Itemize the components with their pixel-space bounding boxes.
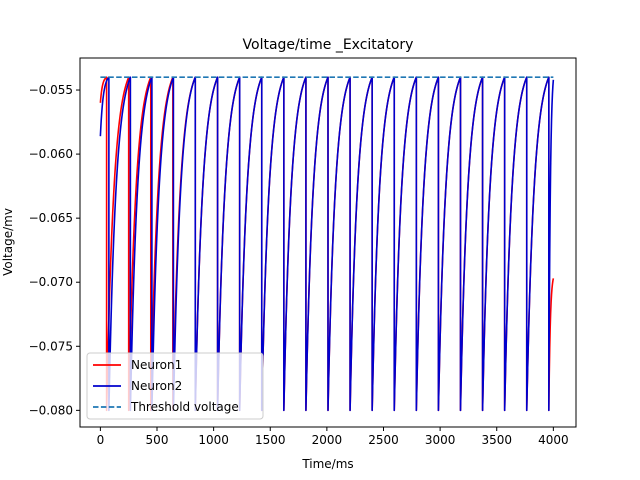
y-tick-label: −0.075 [29, 339, 73, 353]
axes-frame [79, 57, 577, 428]
plot-lines [99, 76, 555, 412]
x-tick-label: 1000 [198, 433, 229, 447]
y-tick-label: −0.060 [29, 147, 73, 161]
x-tick-label: 0 [97, 433, 105, 447]
legend-label-threshold-voltage: Threshold voltage [130, 400, 239, 414]
y-tick-label: −0.070 [29, 275, 73, 289]
x-axis-ticks: 0 500 1000 1500 2000 2500 3000 3500 4000 [97, 427, 569, 447]
x-axis-label: Time/ms [301, 457, 353, 471]
y-tick-label: −0.055 [29, 83, 73, 97]
legend-box [86, 352, 264, 420]
x-tick-label: 3000 [425, 433, 456, 447]
legend-label-neuron1: Neuron1 [131, 358, 182, 372]
x-tick-label: 500 [146, 433, 169, 447]
x-tick-label: 2000 [312, 433, 343, 447]
x-tick-label: 4000 [538, 433, 569, 447]
y-axis-label: Voltage/mv [1, 208, 15, 276]
x-tick-label: 1500 [255, 433, 286, 447]
y-axis-ticks: −0.055 −0.060 −0.065 −0.070 −0.075 −0.080 [29, 83, 80, 417]
x-tick-label: 3500 [481, 433, 512, 447]
y-tick-label: −0.065 [29, 211, 73, 225]
legend-label-neuron2: Neuron2 [131, 379, 182, 393]
chart-title: Voltage/time _Excitatory [243, 37, 414, 53]
y-tick-label: −0.080 [29, 403, 73, 417]
series-line-neuron2 [99, 76, 555, 412]
x-tick-label: 2500 [368, 433, 399, 447]
legend: Neuron1 Neuron2 Threshold voltage [86, 352, 264, 420]
